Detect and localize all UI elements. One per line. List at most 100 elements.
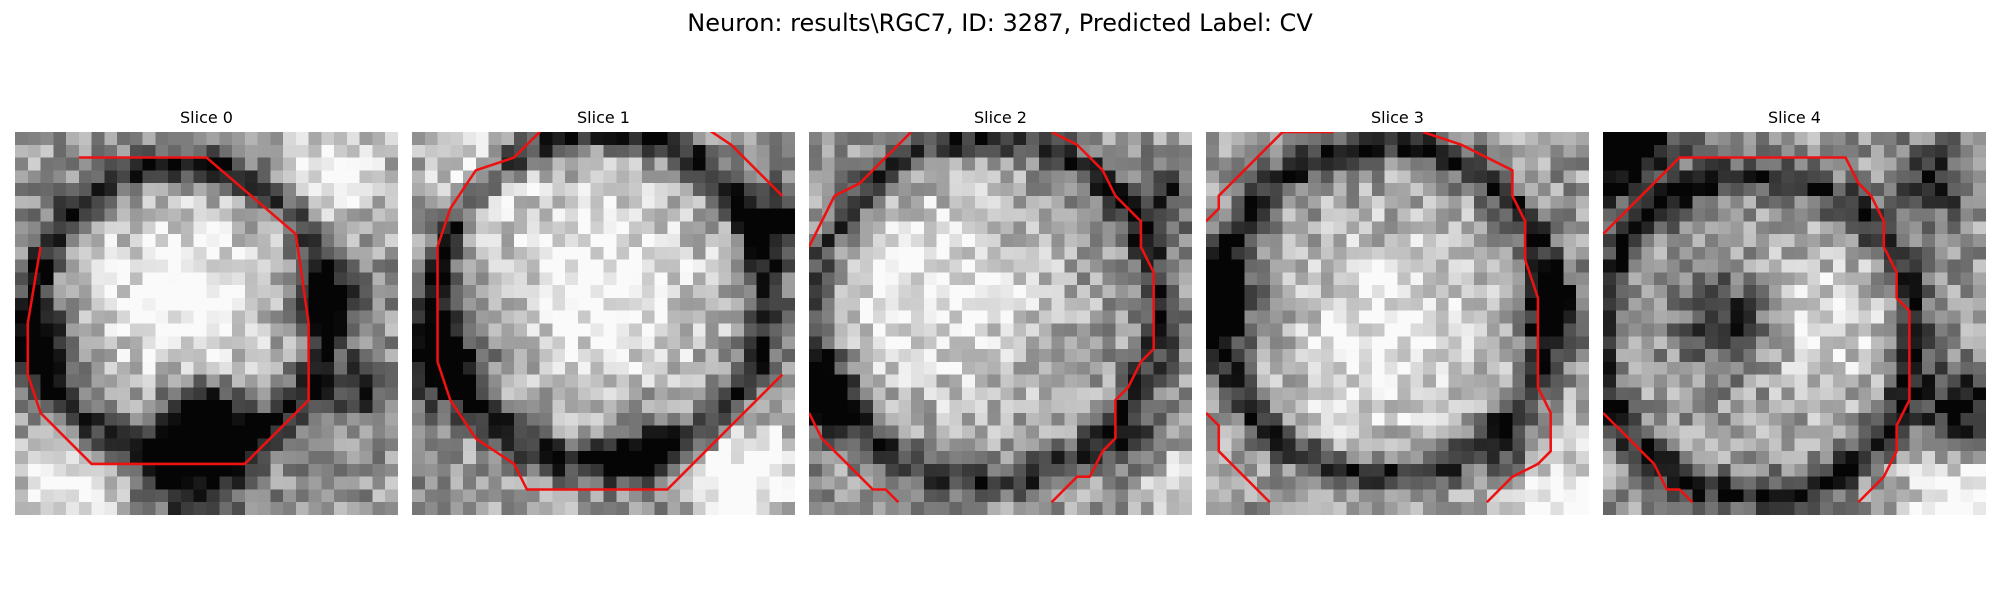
pixel bbox=[923, 285, 937, 299]
pixel bbox=[1960, 170, 1974, 184]
pixel bbox=[962, 451, 976, 465]
pixel bbox=[834, 310, 848, 324]
pixel bbox=[1628, 361, 1642, 375]
pixel bbox=[1641, 489, 1655, 503]
pixel bbox=[1282, 208, 1296, 222]
pixel bbox=[1628, 463, 1642, 477]
pixel bbox=[1628, 323, 1642, 337]
pixel bbox=[923, 349, 937, 363]
pixel bbox=[987, 272, 1001, 286]
pixel bbox=[1474, 463, 1488, 477]
pixel bbox=[1896, 259, 1910, 273]
pixel bbox=[1909, 183, 1923, 197]
pixel bbox=[1960, 400, 1974, 414]
pixel bbox=[1512, 157, 1526, 171]
pixel bbox=[232, 463, 246, 477]
pixel bbox=[1474, 400, 1488, 414]
pixel bbox=[1435, 387, 1449, 401]
pixel bbox=[1820, 170, 1834, 184]
pixel bbox=[911, 361, 925, 375]
pixel bbox=[346, 170, 360, 184]
pixel bbox=[40, 400, 54, 414]
pixel bbox=[40, 272, 54, 286]
pixel bbox=[847, 361, 861, 375]
pixel bbox=[488, 246, 502, 260]
pixel bbox=[1435, 336, 1449, 350]
pixel bbox=[860, 361, 874, 375]
pixel bbox=[1000, 412, 1014, 426]
pixel bbox=[1423, 336, 1437, 350]
pixel bbox=[821, 259, 835, 273]
pixel bbox=[1231, 412, 1245, 426]
pixel bbox=[1051, 387, 1065, 401]
pixel bbox=[641, 310, 655, 324]
pixel bbox=[1960, 144, 1974, 158]
pixel bbox=[731, 502, 745, 515]
pixel bbox=[1628, 259, 1642, 273]
pixel bbox=[1461, 374, 1475, 388]
pixel bbox=[1603, 463, 1617, 477]
pixel bbox=[1140, 361, 1154, 375]
pixel bbox=[936, 451, 950, 465]
pixel bbox=[1679, 400, 1693, 414]
pixel bbox=[1499, 246, 1513, 260]
pixel bbox=[1781, 272, 1795, 286]
pixel bbox=[1320, 463, 1334, 477]
pixel bbox=[552, 285, 566, 299]
pixel bbox=[1947, 336, 1961, 350]
pixel bbox=[180, 170, 194, 184]
pixel bbox=[1308, 246, 1322, 260]
pixel bbox=[463, 336, 477, 350]
pixel bbox=[1282, 349, 1296, 363]
pixel bbox=[1397, 170, 1411, 184]
pixel bbox=[616, 285, 630, 299]
pixel bbox=[78, 234, 92, 248]
pixel bbox=[142, 208, 156, 222]
pixel bbox=[1333, 349, 1347, 363]
pixel bbox=[359, 489, 373, 503]
pixel bbox=[769, 400, 783, 414]
pixel bbox=[359, 259, 373, 273]
pixel bbox=[424, 297, 438, 311]
pixel bbox=[1166, 297, 1180, 311]
pixel bbox=[1474, 221, 1488, 235]
pixel bbox=[463, 144, 477, 158]
pixel bbox=[1820, 336, 1834, 350]
pixel bbox=[1244, 144, 1258, 158]
pixel bbox=[1257, 323, 1271, 337]
pixel bbox=[40, 451, 54, 465]
pixel bbox=[1320, 132, 1334, 146]
pixel bbox=[53, 234, 67, 248]
pixel bbox=[1077, 476, 1091, 490]
pixel bbox=[1692, 170, 1706, 184]
pixel bbox=[1615, 438, 1629, 452]
pixel bbox=[898, 246, 912, 260]
pixel bbox=[1550, 195, 1564, 209]
pixel bbox=[1922, 336, 1936, 350]
pixel bbox=[1563, 234, 1577, 248]
pixel bbox=[1461, 438, 1475, 452]
pixel bbox=[1308, 387, 1322, 401]
pixel bbox=[450, 425, 464, 439]
pixel bbox=[629, 438, 643, 452]
pixel bbox=[539, 221, 553, 235]
pixel bbox=[117, 285, 131, 299]
pixel bbox=[1397, 310, 1411, 324]
pixel bbox=[1743, 157, 1757, 171]
pixel bbox=[1499, 285, 1513, 299]
pixel bbox=[1871, 361, 1885, 375]
pixel bbox=[488, 361, 502, 375]
pixel bbox=[911, 310, 925, 324]
pixel bbox=[680, 438, 694, 452]
pixel bbox=[911, 157, 925, 171]
pixel bbox=[1410, 451, 1424, 465]
pixel bbox=[974, 183, 988, 197]
pixel bbox=[718, 476, 732, 490]
pixel bbox=[1717, 489, 1731, 503]
pixel bbox=[1206, 349, 1220, 363]
pixel bbox=[1794, 208, 1808, 222]
pixel bbox=[1973, 297, 1986, 311]
pixel bbox=[244, 463, 258, 477]
pixel bbox=[705, 144, 719, 158]
pixel bbox=[705, 310, 719, 324]
